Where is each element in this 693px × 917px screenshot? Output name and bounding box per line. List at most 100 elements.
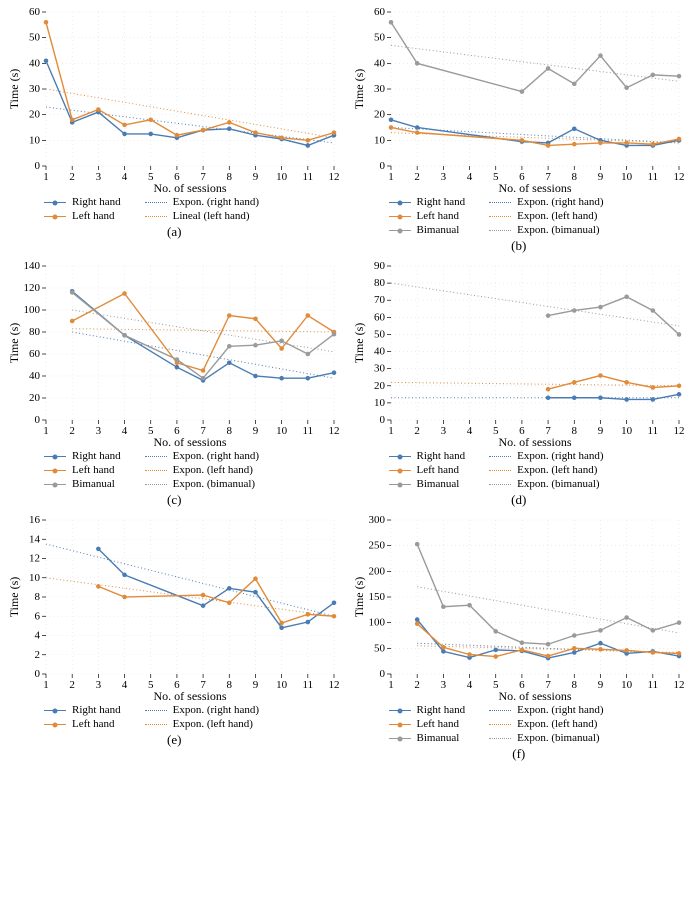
svg-text:2: 2	[70, 425, 76, 437]
svg-text:80: 80	[374, 277, 386, 289]
legend-label: Left hand	[72, 464, 114, 476]
svg-text:140: 140	[24, 260, 41, 272]
marker-right	[306, 143, 311, 148]
panel-sublabel: (b)	[511, 238, 526, 254]
svg-text:Time (s): Time (s)	[352, 69, 366, 110]
panel-e: 1234567891011120246810121416No. of sessi…	[4, 512, 345, 762]
marker-right	[201, 603, 206, 608]
marker-bimanual	[546, 66, 551, 71]
svg-text:100: 100	[368, 617, 385, 629]
marker-right	[253, 374, 258, 379]
legend-label: Expon. (bimanual)	[173, 478, 255, 490]
svg-text:2: 2	[70, 679, 76, 691]
svg-text:4: 4	[467, 679, 473, 691]
svg-text:9: 9	[597, 425, 603, 437]
marker-left	[96, 584, 101, 589]
marker-right	[650, 397, 655, 402]
panel-c: 123456789101112020406080100120140No. of …	[4, 258, 345, 508]
marker-right	[175, 365, 180, 370]
marker-left	[253, 317, 258, 322]
marker-left	[546, 654, 551, 659]
chart-d: 1234567891011120102030405060708090No. of…	[351, 258, 687, 448]
marker-bimanual	[650, 628, 655, 633]
marker-left	[201, 368, 206, 373]
marker-right	[572, 650, 577, 655]
marker-left	[149, 118, 154, 123]
marker-left	[280, 346, 285, 351]
svg-text:30: 30	[374, 363, 386, 375]
marker-bimanual	[227, 344, 232, 349]
svg-text:Time (s): Time (s)	[7, 577, 21, 618]
svg-text:2: 2	[414, 171, 420, 183]
svg-text:250: 250	[368, 540, 385, 552]
svg-text:10: 10	[374, 397, 386, 409]
marker-left	[415, 621, 420, 626]
svg-text:100: 100	[24, 304, 41, 316]
svg-text:3: 3	[440, 171, 446, 183]
svg-text:Time (s): Time (s)	[352, 577, 366, 618]
svg-text:0: 0	[35, 160, 41, 172]
svg-text:2: 2	[70, 171, 76, 183]
legend-label: Left hand	[417, 210, 459, 222]
legend-label: Expon. (right hand)	[173, 196, 259, 208]
svg-text:3: 3	[96, 425, 102, 437]
svg-text:8: 8	[227, 171, 233, 183]
svg-text:10: 10	[621, 425, 633, 437]
legend-e: Right handExpon. (right hand)Left handEx…	[4, 704, 259, 730]
marker-left	[253, 130, 258, 135]
panel-a: 1234567891011120102030405060No. of sessi…	[4, 4, 345, 254]
marker-left	[572, 142, 577, 147]
marker-bimanual	[598, 628, 603, 633]
legend-label: Right hand	[417, 450, 466, 462]
marker-left	[227, 313, 232, 318]
marker-left	[227, 120, 232, 125]
svg-text:Time (s): Time (s)	[7, 323, 21, 364]
legend-label: Left hand	[417, 464, 459, 476]
svg-text:4: 4	[122, 679, 128, 691]
svg-text:No. of sessions: No. of sessions	[154, 435, 227, 448]
marker-bimanual	[624, 85, 629, 90]
marker-left	[467, 652, 472, 657]
marker-bimanual	[598, 53, 603, 58]
legend-d: Right handExpon. (right hand)Left handEx…	[349, 450, 604, 490]
svg-text:10: 10	[621, 171, 633, 183]
marker-left	[70, 319, 75, 324]
marker-bimanual	[676, 332, 681, 337]
marker-left	[96, 107, 101, 112]
svg-text:20: 20	[29, 392, 41, 404]
svg-text:12: 12	[329, 679, 340, 691]
legend-label: Bimanual	[417, 224, 460, 236]
marker-bimanual	[676, 620, 681, 625]
legend-label: Expon. (left hand)	[517, 210, 597, 222]
svg-text:1: 1	[44, 679, 50, 691]
marker-right	[96, 547, 101, 552]
svg-text:4: 4	[122, 171, 128, 183]
svg-text:0: 0	[35, 414, 41, 426]
marker-left	[676, 651, 681, 656]
svg-text:11: 11	[303, 171, 314, 183]
panel-sublabel: (e)	[167, 732, 181, 748]
legend-label: Expon. (right hand)	[173, 450, 259, 462]
svg-text:9: 9	[253, 425, 259, 437]
marker-left	[122, 123, 127, 128]
svg-text:9: 9	[253, 171, 259, 183]
svg-text:2: 2	[414, 679, 420, 691]
svg-text:30: 30	[374, 83, 386, 95]
marker-left	[332, 130, 337, 135]
marker-left	[624, 141, 629, 146]
svg-text:8: 8	[227, 425, 233, 437]
svg-text:3: 3	[96, 679, 102, 691]
svg-text:9: 9	[253, 679, 259, 691]
marker-bimanual	[253, 343, 258, 348]
marker-right	[253, 590, 258, 595]
marker-left	[624, 380, 629, 385]
marker-left	[598, 141, 603, 146]
legend-label: Expon. (left hand)	[517, 718, 597, 730]
svg-text:40: 40	[374, 346, 386, 358]
marker-right	[624, 397, 629, 402]
svg-text:1: 1	[44, 425, 50, 437]
panel-b: 1234567891011120102030405060No. of sessi…	[349, 4, 690, 254]
marker-left	[650, 385, 655, 390]
legend-label: Expon. (left hand)	[173, 464, 253, 476]
svg-text:14: 14	[29, 533, 41, 545]
